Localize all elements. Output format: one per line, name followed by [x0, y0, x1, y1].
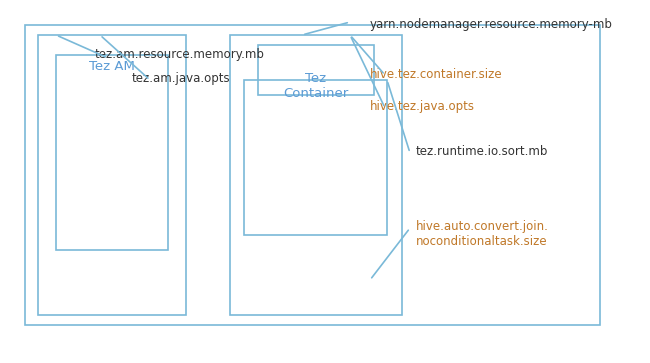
- Text: Tez
Container: Tez Container: [283, 72, 348, 100]
- Bar: [38, 35, 186, 315]
- Bar: [258, 45, 374, 95]
- Text: tez.am.java.opts: tez.am.java.opts: [132, 72, 231, 85]
- Bar: [244, 80, 387, 235]
- Bar: [56, 55, 168, 250]
- Bar: [25, 25, 600, 325]
- Text: hive.tez.java.opts: hive.tez.java.opts: [370, 100, 475, 113]
- Text: Tez AM: Tez AM: [89, 60, 135, 73]
- Bar: [230, 35, 402, 315]
- Text: yarn.nodemanager.resource.memory-mb: yarn.nodemanager.resource.memory-mb: [370, 18, 613, 31]
- Text: hive.auto.convert.join.
noconditionaltask.size: hive.auto.convert.join. noconditionaltas…: [416, 220, 549, 248]
- Text: tez.am.resource.memory.mb: tez.am.resource.memory.mb: [95, 48, 265, 61]
- Text: tez.runtime.io.sort.mb: tez.runtime.io.sort.mb: [416, 145, 549, 158]
- Text: hive.tez.container.size: hive.tez.container.size: [370, 68, 502, 81]
